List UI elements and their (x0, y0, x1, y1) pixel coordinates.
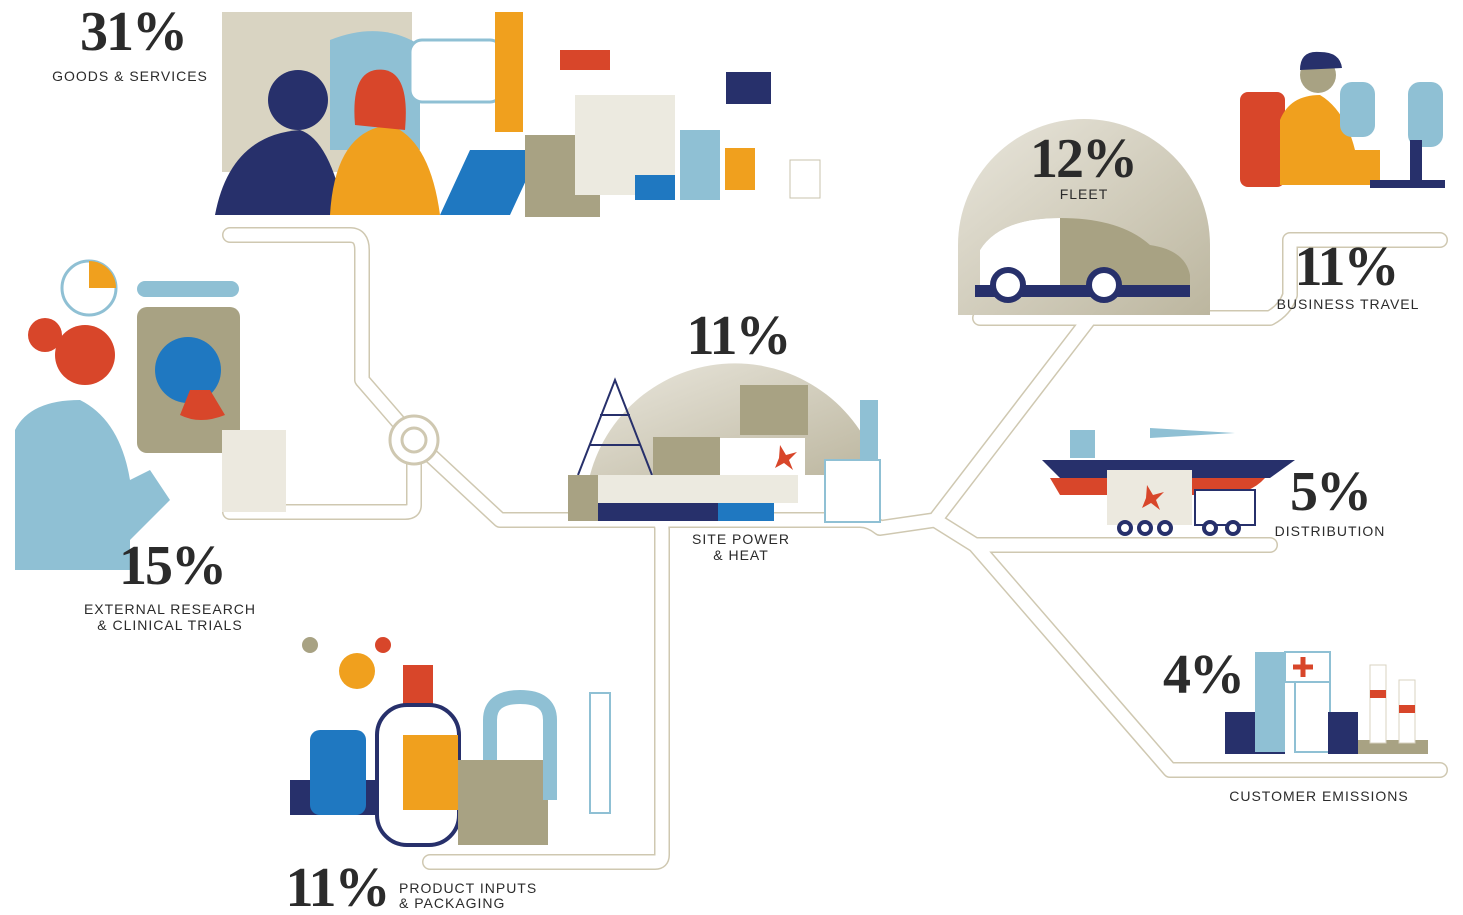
infographic: 31% GOODS & SERVICES 15% EXTERNAL RESEAR… (0, 0, 1463, 915)
distribution-illustration (1042, 428, 1295, 534)
percent: 11% (286, 857, 389, 915)
percent: 11% (1295, 236, 1398, 298)
percent: 11% (687, 305, 790, 367)
travel-illustration (1240, 52, 1445, 188)
site-power-illustration (568, 363, 880, 522)
label: FLEET (1060, 186, 1109, 202)
label: BUSINESS TRAVEL (1277, 296, 1420, 312)
label: & CLINICAL TRIALS (97, 617, 242, 633)
percent: 5% (1290, 461, 1370, 523)
label: EXTERNAL RESEARCH (84, 601, 256, 617)
research-illustration (15, 261, 286, 570)
product-illustration (290, 637, 610, 845)
label: CUSTOMER EMISSIONS (1229, 788, 1409, 804)
percent: 15% (119, 535, 225, 597)
label: SITE POWER (692, 531, 790, 547)
label: & PACKAGING (399, 895, 505, 911)
percent: 12% (1030, 128, 1136, 190)
label: & HEAT (713, 547, 769, 563)
percent: 4% (1163, 644, 1243, 706)
goods-illustration (215, 12, 820, 217)
customer-illustration (1225, 652, 1428, 754)
percent: 31% (80, 1, 186, 63)
label: DISTRIBUTION (1275, 523, 1386, 539)
label: PRODUCT INPUTS (399, 880, 537, 896)
label: GOODS & SERVICES (52, 68, 208, 84)
